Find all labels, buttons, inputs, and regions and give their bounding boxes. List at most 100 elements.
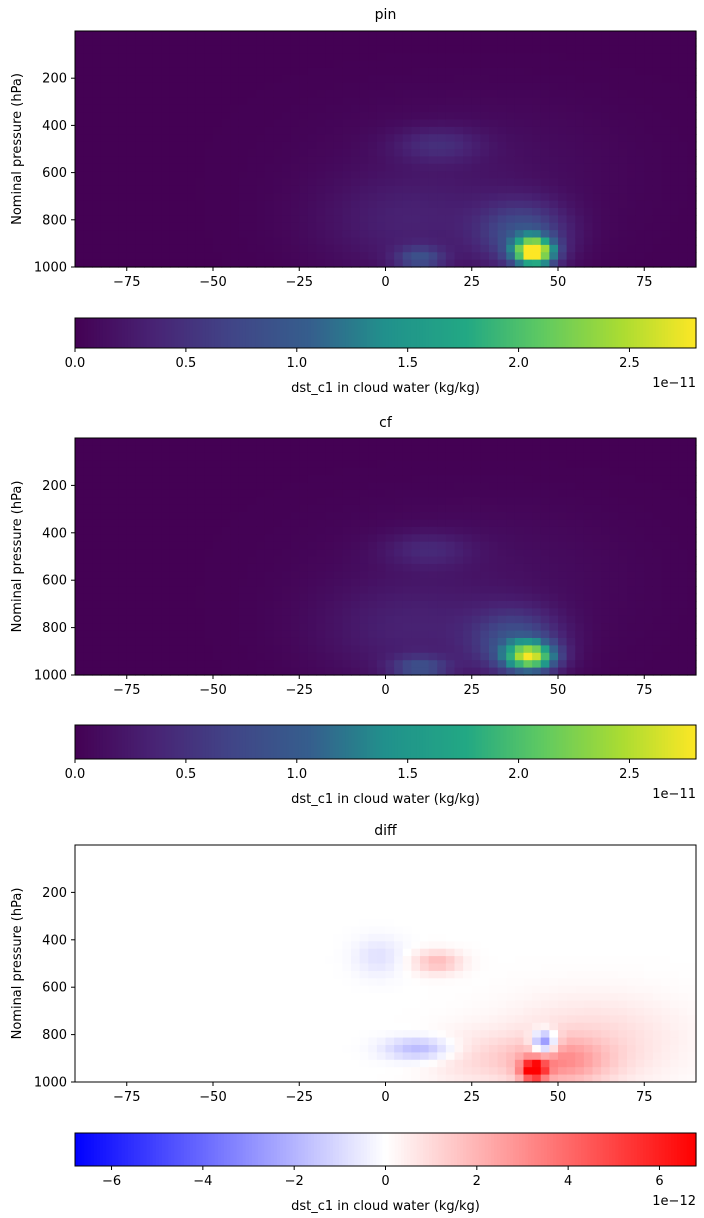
heatmap-cell bbox=[204, 104, 214, 113]
heatmap-cell bbox=[532, 497, 542, 506]
heatmap-cell bbox=[75, 615, 85, 624]
heatmap-cell bbox=[445, 623, 456, 632]
colorbar-segment bbox=[388, 318, 393, 348]
heatmap-cell bbox=[376, 112, 387, 121]
heatmap-cell bbox=[480, 667, 490, 676]
heatmap-cell bbox=[238, 90, 249, 98]
heatmap-cell bbox=[652, 97, 663, 106]
heatmap-cells bbox=[75, 438, 697, 676]
heatmap-cell bbox=[204, 237, 214, 246]
heatmap-cell bbox=[256, 75, 266, 84]
heatmap-cell bbox=[299, 593, 309, 602]
heatmap-cell bbox=[601, 467, 611, 476]
heatmap-cell bbox=[135, 171, 145, 180]
heatmap-cell bbox=[144, 541, 154, 550]
heatmap-cell bbox=[437, 460, 447, 469]
heatmap-cell bbox=[618, 163, 628, 172]
heatmap-cell bbox=[342, 541, 352, 550]
heatmap-cell bbox=[601, 171, 611, 180]
heatmap-cell bbox=[83, 593, 93, 602]
heatmap-cell bbox=[92, 141, 102, 150]
heatmap-cell bbox=[532, 171, 542, 180]
heatmap-cell bbox=[126, 90, 136, 98]
heatmap-cell bbox=[445, 637, 456, 646]
heatmap-cell bbox=[342, 45, 352, 54]
heatmap-cell bbox=[411, 97, 421, 106]
heatmap-cell bbox=[282, 90, 292, 98]
heatmap-cell bbox=[264, 97, 274, 106]
heatmap-cell bbox=[92, 563, 102, 572]
heatmap-cell bbox=[480, 38, 490, 47]
heatmap-cell bbox=[118, 90, 128, 98]
heatmap-cell bbox=[359, 200, 369, 209]
heatmap-cell bbox=[609, 185, 619, 194]
heatmap-cell bbox=[540, 534, 550, 543]
heatmap-cell bbox=[497, 215, 507, 224]
heatmap-cell bbox=[609, 90, 619, 98]
heatmap-cell bbox=[368, 67, 378, 76]
heatmap-cell bbox=[497, 200, 507, 209]
heatmap-cell bbox=[644, 252, 654, 261]
heatmap-cell bbox=[187, 586, 197, 595]
heatmap-cell bbox=[333, 534, 343, 543]
heatmap-cell bbox=[100, 438, 111, 447]
heatmap-cell bbox=[325, 244, 335, 253]
heatmap-cell bbox=[678, 237, 688, 246]
heatmap-cell bbox=[273, 178, 283, 187]
heatmap-cell bbox=[376, 215, 387, 224]
heatmap-cell bbox=[523, 112, 533, 121]
heatmap-cell bbox=[540, 438, 550, 447]
heatmap-cell bbox=[454, 215, 464, 224]
heatmap-cell bbox=[471, 475, 481, 484]
heatmap-cell bbox=[463, 660, 473, 669]
heatmap-cell bbox=[221, 645, 231, 654]
heatmap-cell bbox=[109, 259, 119, 268]
heatmap-cell bbox=[592, 244, 602, 253]
heatmap-cell bbox=[247, 38, 257, 47]
colorbar-segment bbox=[379, 318, 383, 348]
heatmap-cell bbox=[368, 193, 378, 202]
heatmap-cell bbox=[411, 645, 421, 654]
heatmap-cell bbox=[652, 460, 663, 469]
heatmap-cell bbox=[514, 259, 525, 268]
heatmap-cell bbox=[100, 600, 111, 609]
heatmap-cell bbox=[333, 67, 343, 76]
colorbar-segment bbox=[214, 318, 219, 348]
heatmap-cell bbox=[144, 134, 154, 143]
heatmap-cell bbox=[187, 156, 197, 165]
heatmap-cell bbox=[126, 586, 136, 595]
heatmap-cell bbox=[687, 452, 697, 461]
heatmap-cell bbox=[230, 67, 240, 76]
heatmap-cell bbox=[652, 615, 663, 624]
heatmap-cell bbox=[204, 482, 214, 491]
heatmap-cell bbox=[437, 526, 447, 535]
heatmap-cell bbox=[652, 112, 663, 121]
colorbar-segment bbox=[652, 318, 657, 348]
heatmap-cell bbox=[678, 252, 688, 261]
heatmap-cell bbox=[342, 163, 352, 172]
heatmap-cell bbox=[195, 600, 205, 609]
colorbar-segment bbox=[99, 318, 104, 348]
heatmap-cell bbox=[583, 171, 594, 180]
heatmap-cell bbox=[670, 252, 680, 261]
heatmap-cell bbox=[411, 237, 421, 246]
heatmap-cell bbox=[678, 452, 688, 461]
heatmap-cell bbox=[454, 82, 464, 91]
heatmap-cell bbox=[307, 38, 318, 47]
heatmap-cell bbox=[109, 90, 119, 98]
heatmap-cell bbox=[627, 489, 637, 498]
heatmap-cell bbox=[100, 215, 111, 224]
heatmap-cell bbox=[333, 222, 343, 231]
heatmap-cell bbox=[609, 193, 619, 202]
heatmap-cell bbox=[652, 534, 663, 543]
heatmap-cell bbox=[75, 482, 85, 491]
heatmap-cell bbox=[489, 230, 499, 239]
colorbar-segment bbox=[93, 318, 98, 348]
heatmap-cell bbox=[489, 75, 499, 84]
colorbar-segment bbox=[428, 725, 433, 759]
heatmap-cell bbox=[213, 482, 223, 491]
heatmap-cell bbox=[445, 141, 456, 150]
heatmap-cell bbox=[187, 67, 197, 76]
heatmap-cell bbox=[213, 163, 223, 172]
